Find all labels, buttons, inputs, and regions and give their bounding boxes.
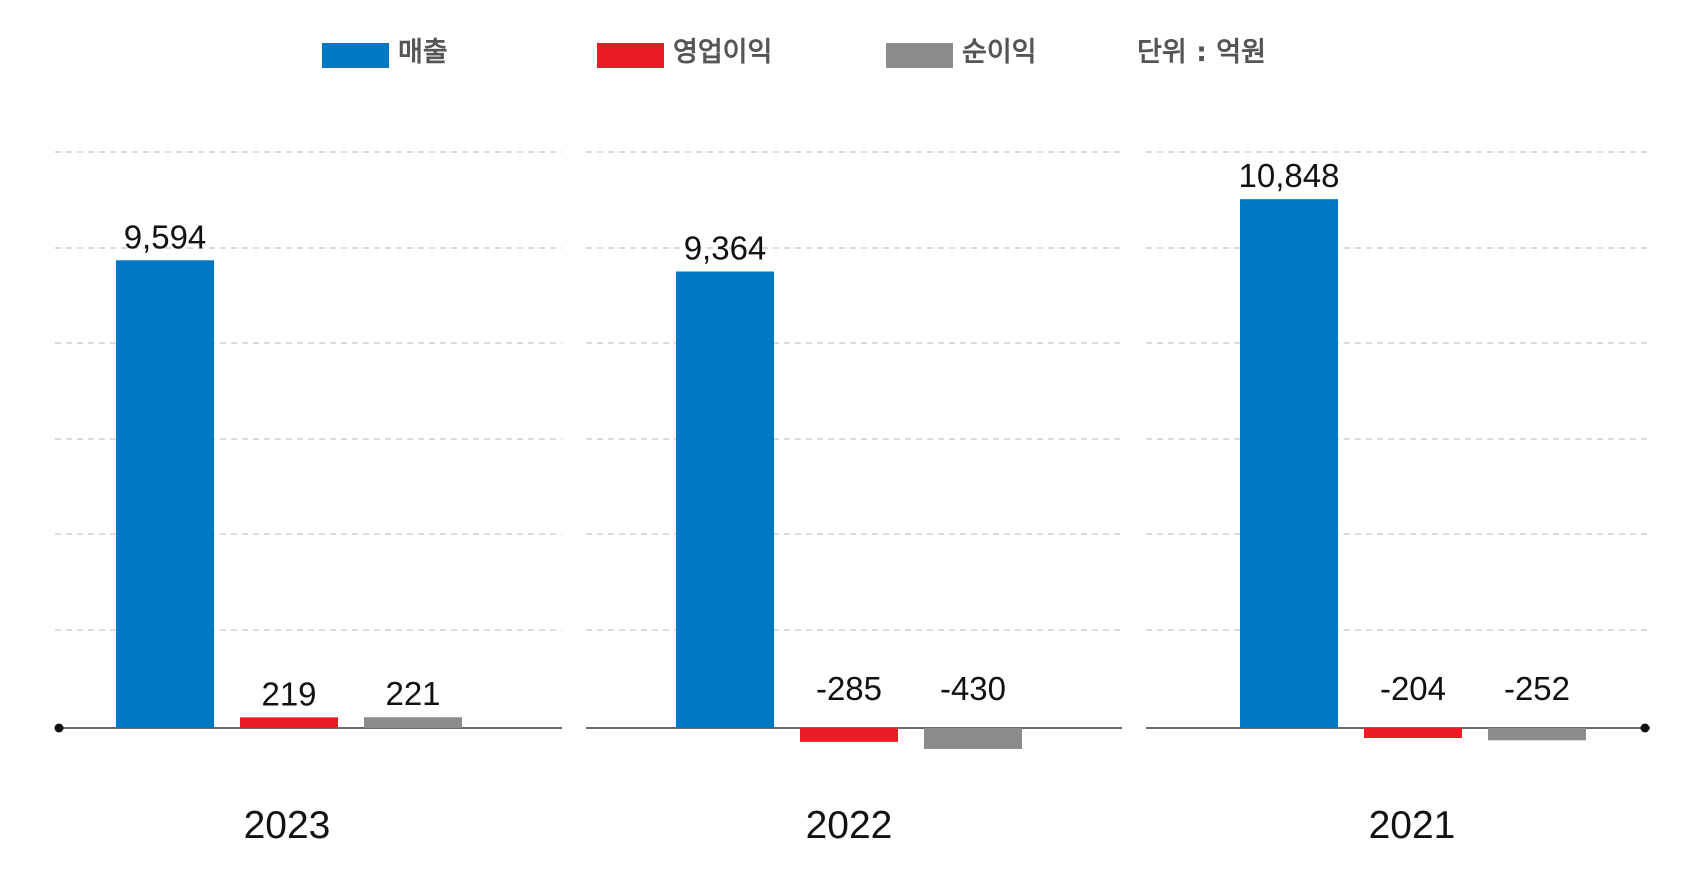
- bar-2023-1: [116, 260, 214, 728]
- bar-2022-2: [800, 728, 898, 742]
- legend-label-2: 영업이익: [673, 37, 772, 68]
- year-label-2022: 2022: [806, 804, 893, 847]
- bar-2021-3: [1488, 728, 1586, 741]
- value-label-2022-3: -430: [940, 670, 1006, 707]
- legend-swatch-3: [886, 43, 953, 68]
- legend-swatch-1: [322, 43, 389, 68]
- group-2021: 10,848 -204 -252 2021: [1239, 157, 1586, 847]
- year-label-2021: 2021: [1369, 804, 1456, 847]
- bar-2022-1: [676, 271, 774, 728]
- unit-label: 단위 : 억원: [1137, 37, 1266, 68]
- legend-label-1: 매출: [398, 37, 448, 68]
- axis-dot-right: [1640, 723, 1650, 733]
- value-label-2022-2: -285: [816, 670, 882, 707]
- bar-2021-1: [1240, 199, 1338, 728]
- value-label-2023-2: 219: [261, 675, 316, 712]
- value-label-2023-3: 221: [385, 675, 440, 712]
- value-label-2021-2: -204: [1380, 670, 1446, 707]
- bar-2022-3: [924, 728, 1022, 749]
- chart-legend: 매출 영업이익 순이익 단위 : 억원: [322, 37, 1266, 68]
- value-label-2023-1: 9,594: [124, 218, 207, 255]
- value-label-2021-1: 10,848: [1239, 157, 1340, 194]
- legend-swatch-2: [597, 43, 664, 68]
- group-2022: 9,364 -285 -430 2022: [676, 230, 1022, 847]
- value-label-2021-3: -252: [1504, 670, 1570, 707]
- year-label-2023: 2023: [244, 804, 331, 847]
- bar-2023-2: [240, 717, 338, 728]
- axis-dot-left: [54, 723, 64, 733]
- legend-label-3: 순이익: [962, 37, 1037, 68]
- chart-gridlines: [54, 151, 1650, 733]
- value-label-2022-1: 9,364: [684, 230, 767, 267]
- bar-2023-3: [364, 717, 462, 728]
- bar-2021-2: [1364, 728, 1462, 738]
- chart-groups: 9,594 219 221 2023 9,364 -285 -430 2022 10,848 -2…: [116, 157, 1586, 847]
- group-2023: 9,594 219 221 2023: [116, 218, 462, 847]
